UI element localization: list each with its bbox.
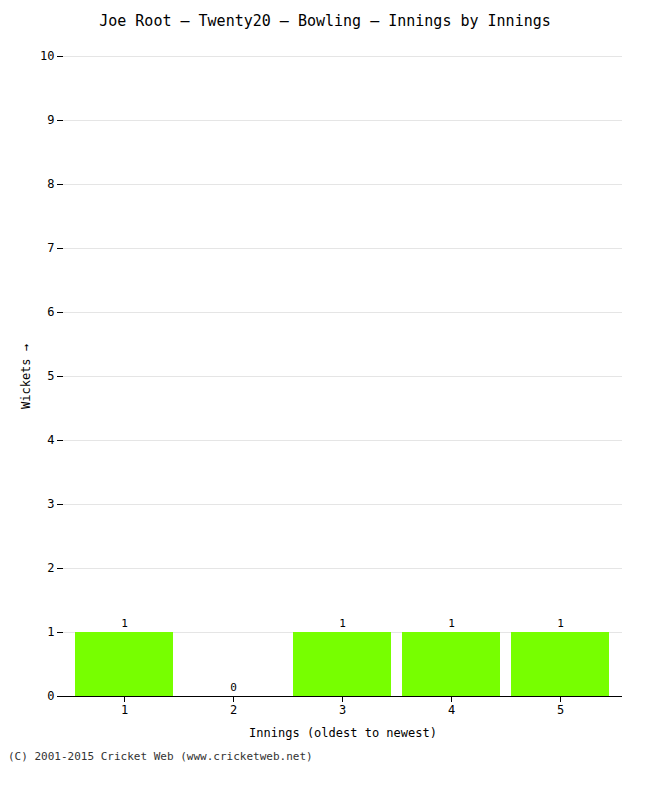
svg-text:2: 2 <box>47 561 54 575</box>
svg-text:3: 3 <box>47 497 54 511</box>
svg-text:9: 9 <box>47 113 54 127</box>
svg-text:10: 10 <box>40 49 54 63</box>
svg-text:4: 4 <box>448 703 455 717</box>
svg-text:8: 8 <box>47 177 54 191</box>
svg-text:7: 7 <box>47 241 54 255</box>
svg-text:1: 1 <box>448 617 455 630</box>
svg-text:3: 3 <box>339 703 346 717</box>
svg-text:4: 4 <box>47 433 54 447</box>
svg-text:Innings (oldest to newest): Innings (oldest to newest) <box>249 726 437 740</box>
svg-text:0: 0 <box>230 681 237 694</box>
svg-text:1: 1 <box>557 617 564 630</box>
svg-text:0: 0 <box>47 689 54 703</box>
html-text:Joe Root – Twenty20 – Bowling: Joe Root – Twenty20 – Bowling – Innings … <box>99 12 551 30</box>
svg-text:5: 5 <box>47 369 54 383</box>
svg-text:6: 6 <box>47 305 54 319</box>
svg-text:1: 1 <box>121 703 128 717</box>
svg-text:1: 1 <box>339 617 346 630</box>
svg-text:5: 5 <box>557 703 564 717</box>
svg-text:2: 2 <box>230 703 237 717</box>
svg-text:Wickets →: Wickets → <box>19 344 33 409</box>
svg-text:1: 1 <box>121 617 128 630</box>
html-text:(C) 2001-2015 Cricket Web (www: (C) 2001-2015 Cricket Web (www.cricketwe… <box>8 750 313 763</box>
svg-text:1: 1 <box>47 625 54 639</box>
